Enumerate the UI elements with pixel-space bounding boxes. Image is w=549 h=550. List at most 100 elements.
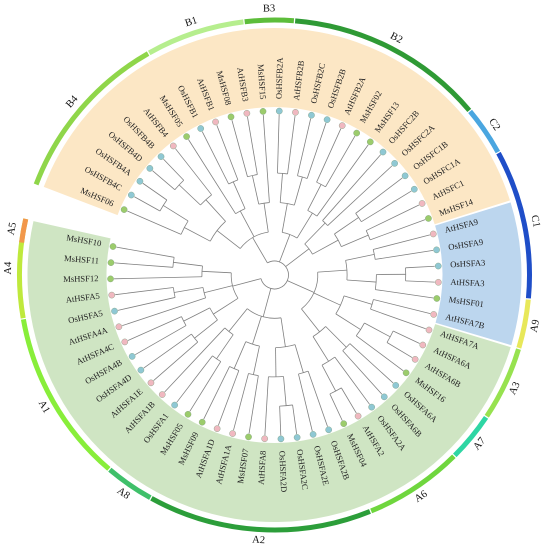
tree-branch [116, 246, 175, 258]
clade-shading-class-c [435, 202, 522, 346]
group-label-a6: A6 [413, 489, 430, 505]
leaf-marker [434, 262, 442, 270]
leaf-marker [108, 291, 116, 299]
leaf-marker [368, 403, 375, 411]
tree-branch [313, 292, 341, 306]
tree-branch [361, 190, 412, 223]
leaf-marker [323, 116, 331, 123]
leaf-marker [137, 366, 145, 374]
tree-branch [321, 356, 336, 366]
tree-branch [294, 344, 304, 373]
tree-branch [312, 336, 329, 362]
tree-branch [175, 148, 212, 196]
group-arc-a2 [150, 496, 371, 533]
tree-branch [366, 204, 420, 231]
tree-branch [392, 330, 420, 344]
group-label-a3: A3 [507, 380, 522, 396]
tree-branch [153, 341, 199, 381]
leaf-label: AtHSFA8 [256, 450, 268, 485]
leaf-marker [340, 420, 348, 427]
tree-branch [232, 181, 246, 209]
tree-branch [233, 341, 247, 369]
tree-branch [334, 356, 370, 405]
tree-branch [209, 221, 226, 242]
leaf-marker [354, 412, 362, 420]
group-arc-a9 [516, 299, 531, 349]
leaf-marker [275, 107, 283, 115]
tree-branch [174, 287, 204, 293]
tree-branch [298, 373, 313, 432]
tree-branch [143, 333, 192, 369]
leaf-marker [243, 110, 251, 117]
leaf-marker [379, 148, 387, 156]
tree-branch [217, 370, 240, 426]
leaf-marker [107, 275, 114, 283]
group-ring-layer [17, 17, 532, 533]
tree-branch [405, 280, 435, 283]
leaf-marker [402, 369, 410, 377]
leaf-marker [171, 401, 178, 409]
leaf-marker [418, 200, 426, 207]
tree-branch [301, 272, 319, 310]
tree-branch [283, 376, 287, 406]
group-label-a9: A9 [529, 319, 542, 334]
clade-shading-class-b [43, 27, 510, 225]
tree-branch [279, 173, 283, 203]
leaf-marker [115, 323, 123, 331]
tree-branch [355, 177, 403, 214]
leaf-marker [107, 259, 115, 266]
group-labels-layer: B4 B1 B3 B2 C2 C1 A9 A3 A7 A6 A2 A8 A1 A4 A5 [3, 3, 542, 546]
leaf-marker [245, 433, 252, 441]
leaf-label: MsHSF01 [448, 294, 484, 309]
group-label-a1: A1 [36, 399, 52, 416]
tree-branch [364, 322, 391, 338]
tree-branch [247, 116, 258, 175]
group-arc-c1 [496, 151, 532, 299]
tree-branch [252, 316, 262, 345]
tree-branch [335, 313, 361, 330]
leaf-marker [197, 125, 205, 132]
tree-branch [325, 135, 356, 188]
tree-branch [373, 299, 431, 314]
tree-branch [293, 176, 303, 206]
tree-branch [204, 285, 233, 294]
leaf-marker [353, 129, 360, 137]
tree-branch [233, 373, 249, 431]
leaf-marker [212, 118, 219, 126]
tree-branch [292, 404, 298, 435]
tree-branch [263, 203, 269, 233]
tree-branch [114, 262, 173, 268]
leaf-marker [121, 338, 129, 346]
tree-branch [370, 308, 426, 330]
leaf-marker [128, 191, 135, 199]
tree-branch [262, 288, 272, 317]
leaf-marker [183, 133, 190, 140]
group-label-b2: B2 [388, 31, 404, 46]
tree-branch [163, 205, 189, 222]
tree-branch [231, 120, 248, 177]
tree-branch [216, 230, 241, 249]
tree-branch [277, 114, 280, 174]
group-label-a5: A5 [6, 222, 19, 237]
leaf-marker [425, 215, 432, 222]
leaf-label: OsHSFA2D [277, 451, 289, 493]
tree-branch [279, 404, 293, 407]
tree-branch [127, 210, 182, 235]
tree-branch [405, 265, 435, 269]
tree-branch [334, 217, 359, 235]
leaf-label: MsHSF11 [64, 253, 100, 266]
tree-branch [205, 199, 226, 222]
tree-branch [321, 364, 337, 392]
tree-branch [287, 115, 296, 174]
tree-branch [342, 343, 351, 352]
tree-branch [248, 375, 259, 434]
tree-branch [279, 234, 291, 263]
tree-branch [386, 342, 413, 358]
tree-branch [296, 212, 313, 239]
leaf-marker [120, 206, 128, 213]
tree-branch [306, 122, 327, 179]
group-arc-b2 [294, 18, 472, 113]
leaf-marker [146, 165, 154, 172]
leaf-marker [410, 185, 418, 193]
